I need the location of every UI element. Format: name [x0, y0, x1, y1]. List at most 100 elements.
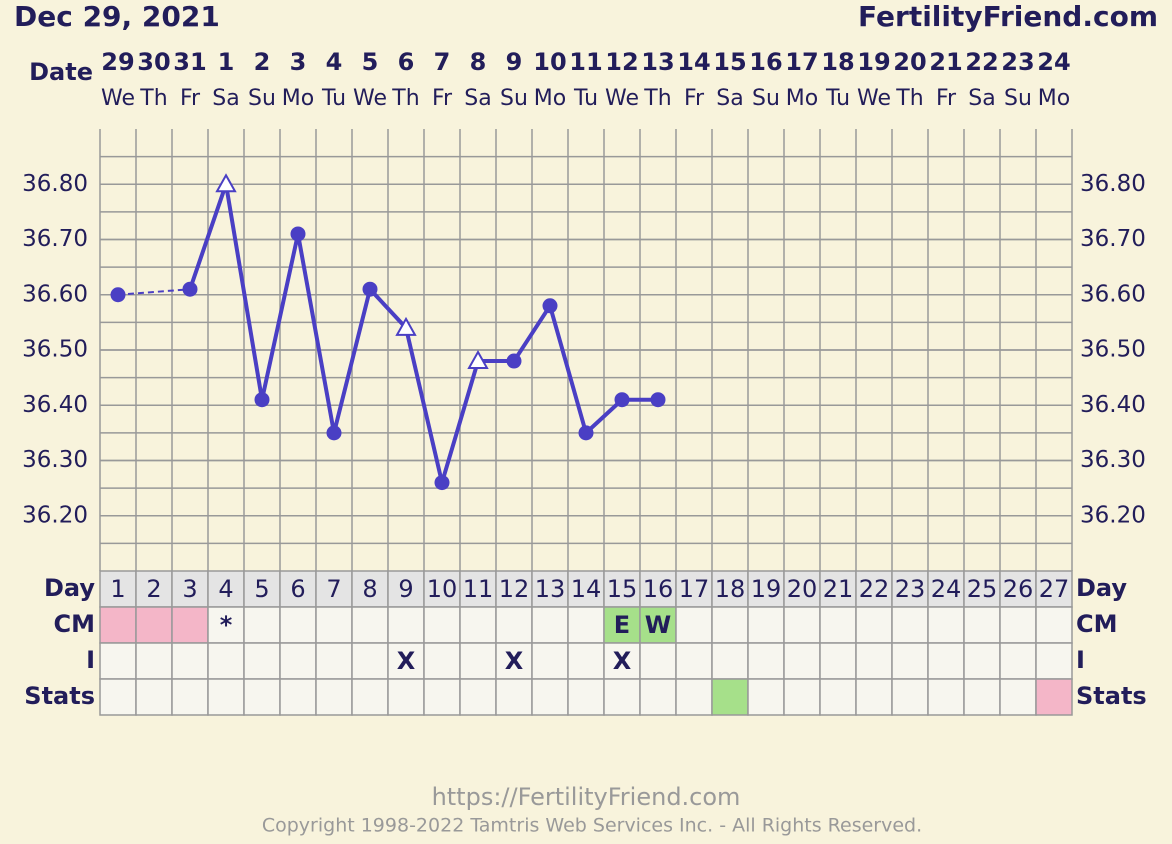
- cell: [927, 642, 965, 680]
- cell: [459, 678, 497, 716]
- weekday-label: Mo: [1038, 86, 1070, 111]
- cell: [891, 606, 929, 644]
- cell: [783, 570, 821, 608]
- cell: [855, 678, 893, 716]
- date-label: 11: [569, 48, 602, 76]
- cell: [171, 642, 209, 680]
- cell: [603, 570, 641, 608]
- weekday-label: Sa: [968, 86, 995, 111]
- cell: [99, 678, 137, 716]
- date-label: 20: [893, 48, 926, 76]
- weekday-label: Sa: [212, 86, 239, 111]
- y-tick-label-right: 36.60: [1080, 281, 1146, 307]
- cell: [207, 570, 245, 608]
- y-tick-label-right: 36.40: [1080, 392, 1146, 418]
- cell-text: *: [220, 611, 233, 639]
- cell: [675, 606, 713, 644]
- cell: [135, 678, 173, 716]
- date-label: 18: [821, 48, 854, 76]
- cell-text: 6: [290, 575, 305, 603]
- date-label: 22: [965, 48, 998, 76]
- weekday-label: Su: [1004, 86, 1032, 111]
- y-tick-label: 36.40: [22, 392, 88, 418]
- marker-triangle: [395, 316, 417, 336]
- gap-bridge: [117, 288, 191, 296]
- cell: [207, 606, 245, 644]
- weekday-label: Mo: [786, 86, 818, 111]
- weekday-label: Th: [391, 86, 419, 111]
- marker-circle: [110, 287, 126, 303]
- date-label: 24: [1037, 48, 1070, 76]
- weekday-label: Th: [643, 86, 671, 111]
- cell: [675, 642, 713, 680]
- cell-text: 16: [643, 575, 674, 603]
- cell: [603, 678, 641, 716]
- date-label: 30: [137, 48, 170, 76]
- cell-text: 25: [967, 575, 998, 603]
- cell: [927, 678, 965, 716]
- row-label: CM: [54, 610, 96, 638]
- cell-text: 19: [751, 575, 782, 603]
- weekday-label: Su: [248, 86, 276, 111]
- cell: [1035, 570, 1073, 608]
- cell-text: 5: [254, 575, 269, 603]
- cell: [963, 642, 1001, 680]
- y-tick-label-right: 36.20: [1080, 502, 1146, 528]
- weekday-label: Tu: [825, 86, 850, 111]
- cell: [135, 642, 173, 680]
- cell: [963, 606, 1001, 644]
- weekday-label: Fr: [936, 86, 957, 111]
- row-label: I: [86, 646, 95, 674]
- cell: [783, 642, 821, 680]
- date-label: 23: [1001, 48, 1034, 76]
- date-label: 15: [713, 48, 746, 76]
- cell-text: 4: [218, 575, 233, 603]
- y-tick-label: 36.50: [22, 337, 88, 363]
- cell-text: 24: [931, 575, 962, 603]
- cell: [603, 642, 641, 680]
- cell: [855, 642, 893, 680]
- cell-text: 9: [398, 575, 413, 603]
- row-label: Day: [44, 574, 95, 602]
- cell-text: 11: [463, 575, 494, 603]
- cell: [423, 678, 461, 716]
- cell: [891, 678, 929, 716]
- cell: [315, 642, 353, 680]
- cell-text: X: [613, 647, 632, 675]
- date-label: 17: [785, 48, 818, 76]
- weekday-label: We: [353, 86, 387, 111]
- cell: [351, 642, 389, 680]
- weekday-label: We: [101, 86, 135, 111]
- cell: [423, 642, 461, 680]
- cell: [711, 606, 749, 644]
- cell: [315, 606, 353, 644]
- cell: [351, 606, 389, 644]
- row-label-right: Stats: [1076, 682, 1147, 710]
- cell-text: 22: [859, 575, 890, 603]
- cell: [423, 606, 461, 644]
- marker-circle: [542, 298, 558, 314]
- weekday-label: Tu: [321, 86, 346, 111]
- cell: [531, 570, 569, 608]
- cell: [999, 642, 1037, 680]
- date-label: 10: [533, 48, 566, 76]
- weekday-label: Mo: [534, 86, 566, 111]
- chart-date: Dec 29, 2021: [14, 0, 220, 33]
- cell: [999, 678, 1037, 716]
- cell: [243, 678, 281, 716]
- marker-triangle: [467, 350, 489, 370]
- marker-circle: [650, 392, 666, 408]
- cell-text: 2: [146, 575, 161, 603]
- cell: [387, 606, 425, 644]
- cell: [819, 642, 857, 680]
- cell-text: 13: [535, 575, 566, 603]
- cell: [135, 570, 173, 608]
- cell: [711, 642, 749, 680]
- date-label: 29: [101, 48, 134, 76]
- cell: [819, 606, 857, 644]
- date-label: 8: [470, 48, 487, 76]
- y-tick-label: 36.20: [22, 502, 88, 528]
- weekday-label: Fr: [180, 86, 201, 111]
- row-label-right: Day: [1076, 574, 1127, 602]
- cell-text: 21: [823, 575, 854, 603]
